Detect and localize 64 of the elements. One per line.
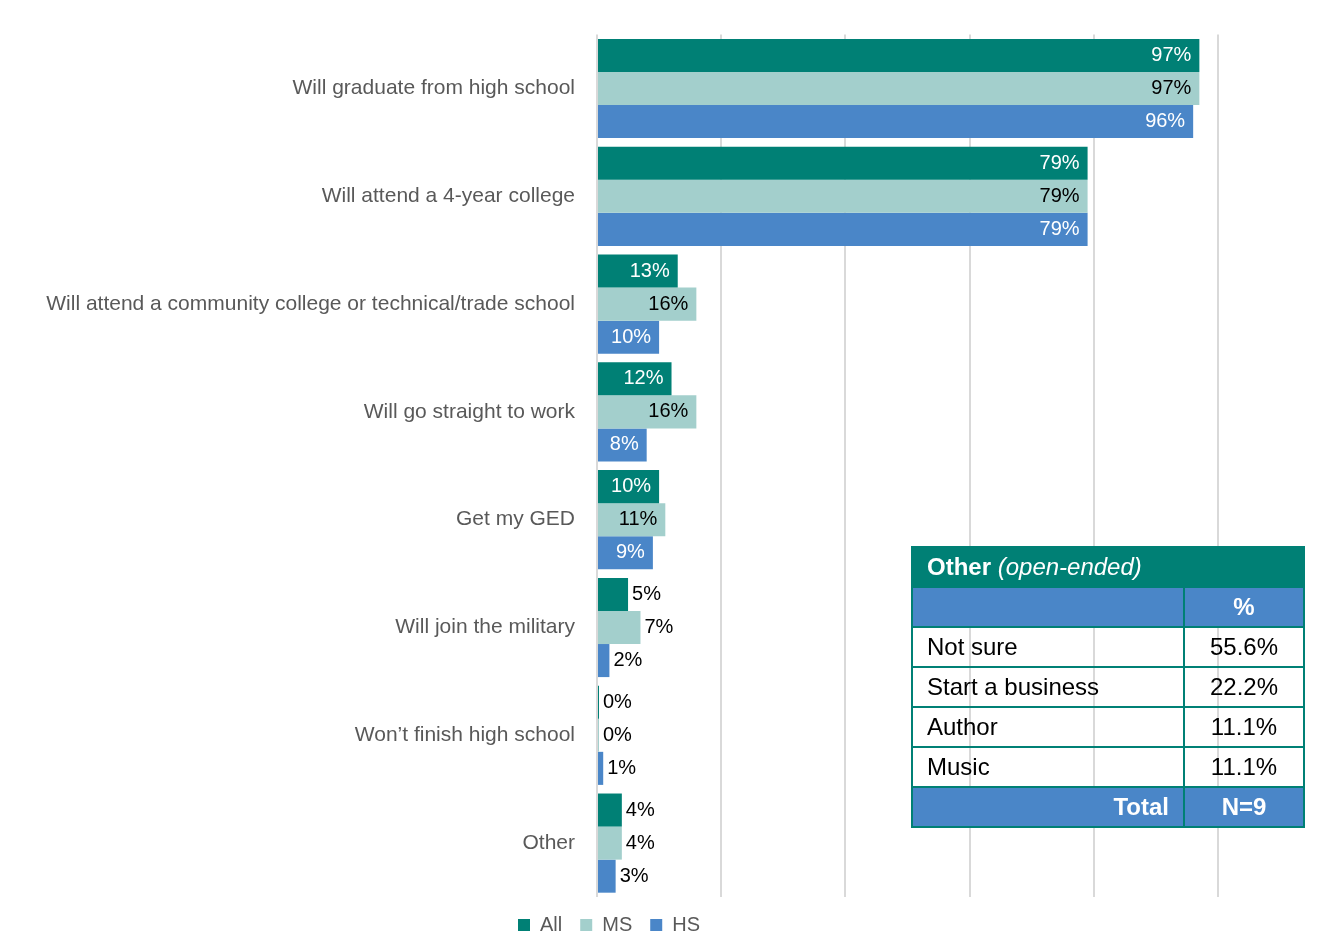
data-label: 97% (1151, 76, 1192, 99)
bar (598, 793, 622, 827)
bar (598, 287, 697, 321)
legend-label: HS (672, 912, 701, 935)
y-tick-label: Will join the military (395, 614, 576, 638)
data-label: 97% (1151, 42, 1192, 65)
bar (598, 610, 641, 645)
data-label: 3% (619, 863, 649, 886)
text: N=9 (1184, 787, 1304, 827)
data-label: 10% (611, 324, 652, 347)
data-label: 2% (613, 648, 643, 671)
y-tick-label: Will graduate from high school (292, 75, 575, 99)
data-label: 4% (625, 797, 655, 820)
text: (open-ended) (997, 553, 1142, 580)
annotation: Author (912, 707, 1184, 747)
text: % (1184, 587, 1304, 627)
bar (598, 71, 1200, 106)
data-label: 8% (609, 432, 639, 455)
y-tick-label: Will attend a community college or technical/trade school (46, 290, 575, 314)
y-tick-label: Won’t finish high school (354, 722, 575, 746)
text: Other (927, 553, 992, 580)
annotation: Music (912, 747, 1184, 787)
data-label: 7% (644, 615, 674, 638)
annotation: Start a business (912, 667, 1184, 707)
bar (598, 859, 616, 893)
y-tick-label: Will attend a 4-year college (321, 183, 575, 207)
data-label: 1% (607, 755, 637, 778)
bar (598, 751, 604, 785)
data-label: 16% (648, 399, 689, 422)
data-label: 11% (618, 507, 658, 530)
annotation: Not sure (912, 627, 1184, 667)
bar (598, 644, 610, 678)
data-label: 79% (1039, 150, 1080, 173)
data-label: 5% (632, 581, 662, 604)
annotation: 11.1% (1184, 707, 1304, 747)
legend-label: All (540, 912, 563, 935)
data-label: 96% (1145, 109, 1186, 132)
annotation: 55.6% (1184, 627, 1304, 667)
annotation: 11.1% (1184, 747, 1304, 787)
bar (598, 105, 1194, 139)
data-label: 79% (1039, 183, 1080, 206)
data-label: 9% (615, 540, 646, 563)
bar (598, 146, 1088, 180)
data-label: 4% (625, 830, 655, 853)
annotation: Total (912, 787, 1184, 827)
bar (598, 395, 697, 429)
y-tick-label: Get my GED (455, 506, 575, 530)
legend-label: MS (602, 912, 633, 935)
data-label: 10% (611, 474, 652, 497)
data-label: 12% (623, 366, 664, 389)
bar (598, 38, 1200, 72)
bar (598, 254, 678, 288)
data-label: 0% (603, 722, 633, 745)
annotation: 22.2% (1184, 667, 1304, 707)
data-label: 0% (603, 689, 633, 712)
y-tick-label: Will go straight to work (363, 398, 576, 422)
data-label: 79% (1039, 216, 1080, 239)
bar (598, 179, 1088, 213)
bar (598, 577, 629, 611)
data-label: 16% (648, 291, 689, 314)
y-tick-label: Other (522, 829, 575, 853)
data-label: 13% (629, 258, 670, 281)
bar (598, 212, 1088, 246)
bar (598, 826, 622, 860)
